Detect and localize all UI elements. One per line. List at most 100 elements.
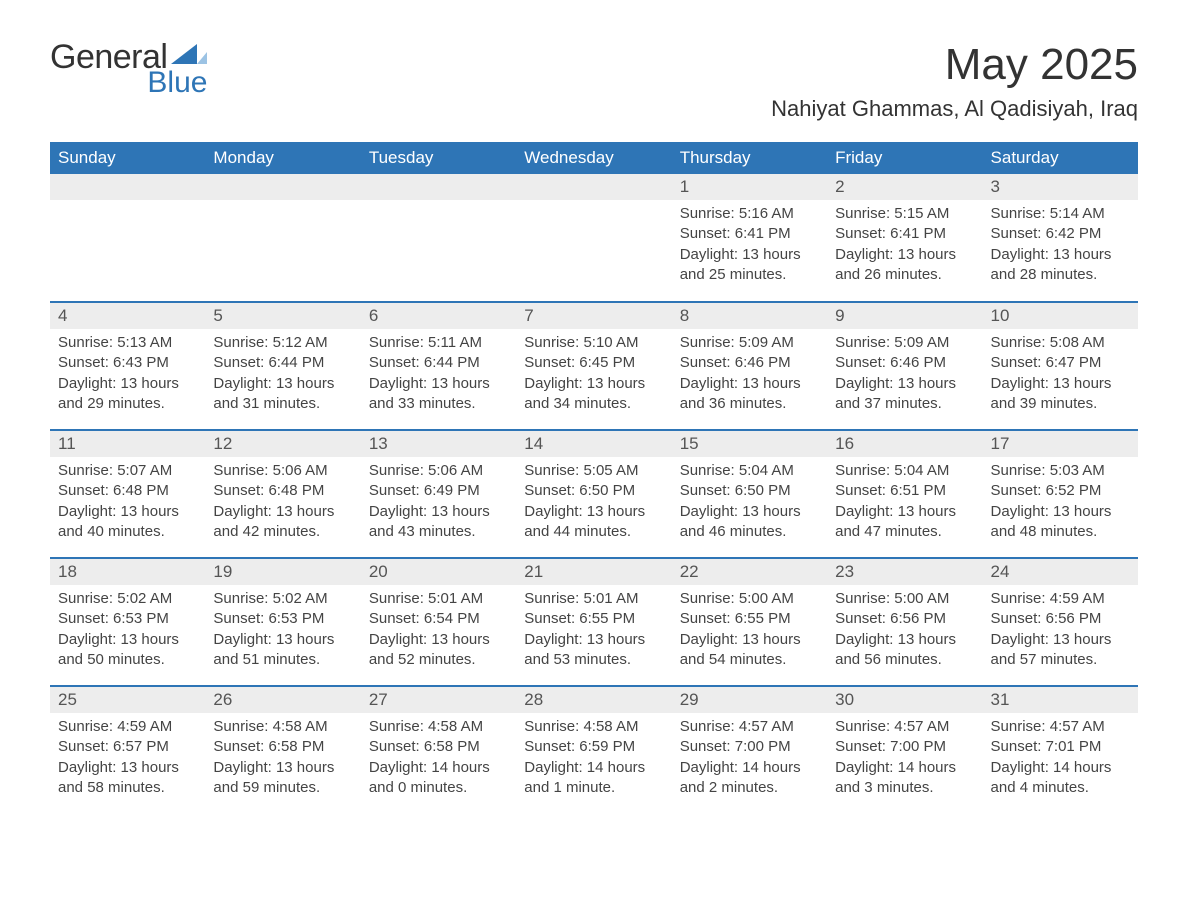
day-details: Sunrise: 5:02 AMSunset: 6:53 PMDaylight:… — [50, 585, 205, 676]
calendar-day-cell: 13Sunrise: 5:06 AMSunset: 6:49 PMDayligh… — [361, 430, 516, 558]
day-number: 5 — [205, 303, 360, 329]
calendar-day-cell: 14Sunrise: 5:05 AMSunset: 6:50 PMDayligh… — [516, 430, 671, 558]
day-number: 12 — [205, 431, 360, 457]
day-number: 23 — [827, 559, 982, 585]
calendar-body: 1Sunrise: 5:16 AMSunset: 6:41 PMDaylight… — [50, 174, 1138, 814]
calendar-week-row: 18Sunrise: 5:02 AMSunset: 6:53 PMDayligh… — [50, 558, 1138, 686]
day-number — [361, 174, 516, 200]
calendar-day-cell: 7Sunrise: 5:10 AMSunset: 6:45 PMDaylight… — [516, 302, 671, 430]
day-number: 21 — [516, 559, 671, 585]
day-number: 26 — [205, 687, 360, 713]
day-header: Thursday — [672, 142, 827, 174]
calendar-day-cell: 26Sunrise: 4:58 AMSunset: 6:58 PMDayligh… — [205, 686, 360, 814]
day-details: Sunrise: 5:00 AMSunset: 6:55 PMDaylight:… — [672, 585, 827, 676]
calendar-day-cell: 8Sunrise: 5:09 AMSunset: 6:46 PMDaylight… — [672, 302, 827, 430]
day-number: 30 — [827, 687, 982, 713]
day-number: 8 — [672, 303, 827, 329]
day-number: 9 — [827, 303, 982, 329]
month-title: May 2025 — [771, 40, 1138, 90]
day-details: Sunrise: 4:58 AMSunset: 6:59 PMDaylight:… — [516, 713, 671, 804]
calendar-week-row: 25Sunrise: 4:59 AMSunset: 6:57 PMDayligh… — [50, 686, 1138, 814]
day-number: 18 — [50, 559, 205, 585]
logo: General Blue — [50, 40, 207, 98]
day-number: 3 — [983, 174, 1138, 200]
calendar-day-cell: 15Sunrise: 5:04 AMSunset: 6:50 PMDayligh… — [672, 430, 827, 558]
day-number: 15 — [672, 431, 827, 457]
calendar-day-cell — [516, 174, 671, 302]
calendar-day-cell: 4Sunrise: 5:13 AMSunset: 6:43 PMDaylight… — [50, 302, 205, 430]
day-header: Sunday — [50, 142, 205, 174]
calendar-day-cell: 9Sunrise: 5:09 AMSunset: 6:46 PMDaylight… — [827, 302, 982, 430]
calendar-day-cell: 10Sunrise: 5:08 AMSunset: 6:47 PMDayligh… — [983, 302, 1138, 430]
day-number: 1 — [672, 174, 827, 200]
day-details: Sunrise: 5:13 AMSunset: 6:43 PMDaylight:… — [50, 329, 205, 420]
day-details: Sunrise: 5:14 AMSunset: 6:42 PMDaylight:… — [983, 200, 1138, 291]
day-number: 29 — [672, 687, 827, 713]
calendar-day-cell: 25Sunrise: 4:59 AMSunset: 6:57 PMDayligh… — [50, 686, 205, 814]
day-details: Sunrise: 5:04 AMSunset: 6:51 PMDaylight:… — [827, 457, 982, 548]
day-details: Sunrise: 4:58 AMSunset: 6:58 PMDaylight:… — [361, 713, 516, 804]
day-details: Sunrise: 5:05 AMSunset: 6:50 PMDaylight:… — [516, 457, 671, 548]
day-number: 10 — [983, 303, 1138, 329]
day-number — [516, 174, 671, 200]
day-number: 6 — [361, 303, 516, 329]
calendar-day-cell: 17Sunrise: 5:03 AMSunset: 6:52 PMDayligh… — [983, 430, 1138, 558]
calendar-day-cell: 12Sunrise: 5:06 AMSunset: 6:48 PMDayligh… — [205, 430, 360, 558]
day-number: 16 — [827, 431, 982, 457]
day-header: Tuesday — [361, 142, 516, 174]
day-details: Sunrise: 5:06 AMSunset: 6:48 PMDaylight:… — [205, 457, 360, 548]
day-number: 27 — [361, 687, 516, 713]
calendar-day-cell — [205, 174, 360, 302]
day-header: Friday — [827, 142, 982, 174]
day-details: Sunrise: 5:08 AMSunset: 6:47 PMDaylight:… — [983, 329, 1138, 420]
calendar-day-cell: 27Sunrise: 4:58 AMSunset: 6:58 PMDayligh… — [361, 686, 516, 814]
day-details: Sunrise: 5:11 AMSunset: 6:44 PMDaylight:… — [361, 329, 516, 420]
day-details: Sunrise: 5:07 AMSunset: 6:48 PMDaylight:… — [50, 457, 205, 548]
calendar-week-row: 1Sunrise: 5:16 AMSunset: 6:41 PMDaylight… — [50, 174, 1138, 302]
day-details: Sunrise: 4:59 AMSunset: 6:56 PMDaylight:… — [983, 585, 1138, 676]
day-number: 4 — [50, 303, 205, 329]
calendar-day-cell: 2Sunrise: 5:15 AMSunset: 6:41 PMDaylight… — [827, 174, 982, 302]
day-number: 22 — [672, 559, 827, 585]
calendar-week-row: 4Sunrise: 5:13 AMSunset: 6:43 PMDaylight… — [50, 302, 1138, 430]
day-details: Sunrise: 4:57 AMSunset: 7:00 PMDaylight:… — [672, 713, 827, 804]
calendar-day-cell: 19Sunrise: 5:02 AMSunset: 6:53 PMDayligh… — [205, 558, 360, 686]
calendar-day-cell: 6Sunrise: 5:11 AMSunset: 6:44 PMDaylight… — [361, 302, 516, 430]
calendar-day-cell: 3Sunrise: 5:14 AMSunset: 6:42 PMDaylight… — [983, 174, 1138, 302]
day-details: Sunrise: 5:02 AMSunset: 6:53 PMDaylight:… — [205, 585, 360, 676]
title-block: May 2025 Nahiyat Ghammas, Al Qadisiyah, … — [771, 40, 1138, 122]
day-number: 25 — [50, 687, 205, 713]
day-details: Sunrise: 4:59 AMSunset: 6:57 PMDaylight:… — [50, 713, 205, 804]
calendar-day-cell: 5Sunrise: 5:12 AMSunset: 6:44 PMDaylight… — [205, 302, 360, 430]
day-number — [50, 174, 205, 200]
day-details: Sunrise: 5:04 AMSunset: 6:50 PMDaylight:… — [672, 457, 827, 548]
day-details: Sunrise: 5:09 AMSunset: 6:46 PMDaylight:… — [827, 329, 982, 420]
day-details: Sunrise: 4:57 AMSunset: 7:01 PMDaylight:… — [983, 713, 1138, 804]
day-details: Sunrise: 5:10 AMSunset: 6:45 PMDaylight:… — [516, 329, 671, 420]
day-number: 24 — [983, 559, 1138, 585]
logo-text-blue: Blue — [147, 68, 207, 98]
calendar-day-cell: 28Sunrise: 4:58 AMSunset: 6:59 PMDayligh… — [516, 686, 671, 814]
day-header: Saturday — [983, 142, 1138, 174]
day-number: 13 — [361, 431, 516, 457]
day-details: Sunrise: 5:15 AMSunset: 6:41 PMDaylight:… — [827, 200, 982, 291]
calendar-table: SundayMondayTuesdayWednesdayThursdayFrid… — [50, 142, 1138, 814]
day-header: Wednesday — [516, 142, 671, 174]
day-details: Sunrise: 5:01 AMSunset: 6:54 PMDaylight:… — [361, 585, 516, 676]
day-number: 28 — [516, 687, 671, 713]
day-details: Sunrise: 5:09 AMSunset: 6:46 PMDaylight:… — [672, 329, 827, 420]
day-number: 11 — [50, 431, 205, 457]
day-number: 20 — [361, 559, 516, 585]
calendar-header-row: SundayMondayTuesdayWednesdayThursdayFrid… — [50, 142, 1138, 174]
day-details: Sunrise: 4:57 AMSunset: 7:00 PMDaylight:… — [827, 713, 982, 804]
calendar-day-cell: 24Sunrise: 4:59 AMSunset: 6:56 PMDayligh… — [983, 558, 1138, 686]
day-number — [205, 174, 360, 200]
location-text: Nahiyat Ghammas, Al Qadisiyah, Iraq — [771, 96, 1138, 122]
calendar-day-cell: 16Sunrise: 5:04 AMSunset: 6:51 PMDayligh… — [827, 430, 982, 558]
calendar-day-cell: 30Sunrise: 4:57 AMSunset: 7:00 PMDayligh… — [827, 686, 982, 814]
day-number: 19 — [205, 559, 360, 585]
logo-triangle-icon — [171, 42, 207, 68]
day-details: Sunrise: 5:06 AMSunset: 6:49 PMDaylight:… — [361, 457, 516, 548]
calendar-day-cell: 31Sunrise: 4:57 AMSunset: 7:01 PMDayligh… — [983, 686, 1138, 814]
calendar-day-cell: 23Sunrise: 5:00 AMSunset: 6:56 PMDayligh… — [827, 558, 982, 686]
